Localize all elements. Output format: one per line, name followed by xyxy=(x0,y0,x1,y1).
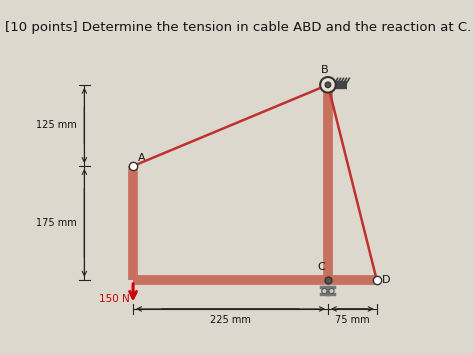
Text: 175 mm: 175 mm xyxy=(36,218,77,228)
Text: 75 mm: 75 mm xyxy=(335,316,370,326)
Circle shape xyxy=(329,289,334,294)
Circle shape xyxy=(322,289,327,294)
Circle shape xyxy=(320,77,336,93)
Text: D: D xyxy=(382,275,391,285)
Text: 125 mm: 125 mm xyxy=(36,120,77,130)
Text: 225 mm: 225 mm xyxy=(210,316,251,326)
Text: A: A xyxy=(138,153,146,163)
Text: B: B xyxy=(321,65,328,75)
Text: 150 N: 150 N xyxy=(99,294,130,304)
Text: [10 points] Determine the tension in cable ABD and the reaction at C.: [10 points] Determine the tension in cab… xyxy=(5,21,471,34)
Text: C: C xyxy=(317,262,325,272)
Circle shape xyxy=(325,82,331,88)
